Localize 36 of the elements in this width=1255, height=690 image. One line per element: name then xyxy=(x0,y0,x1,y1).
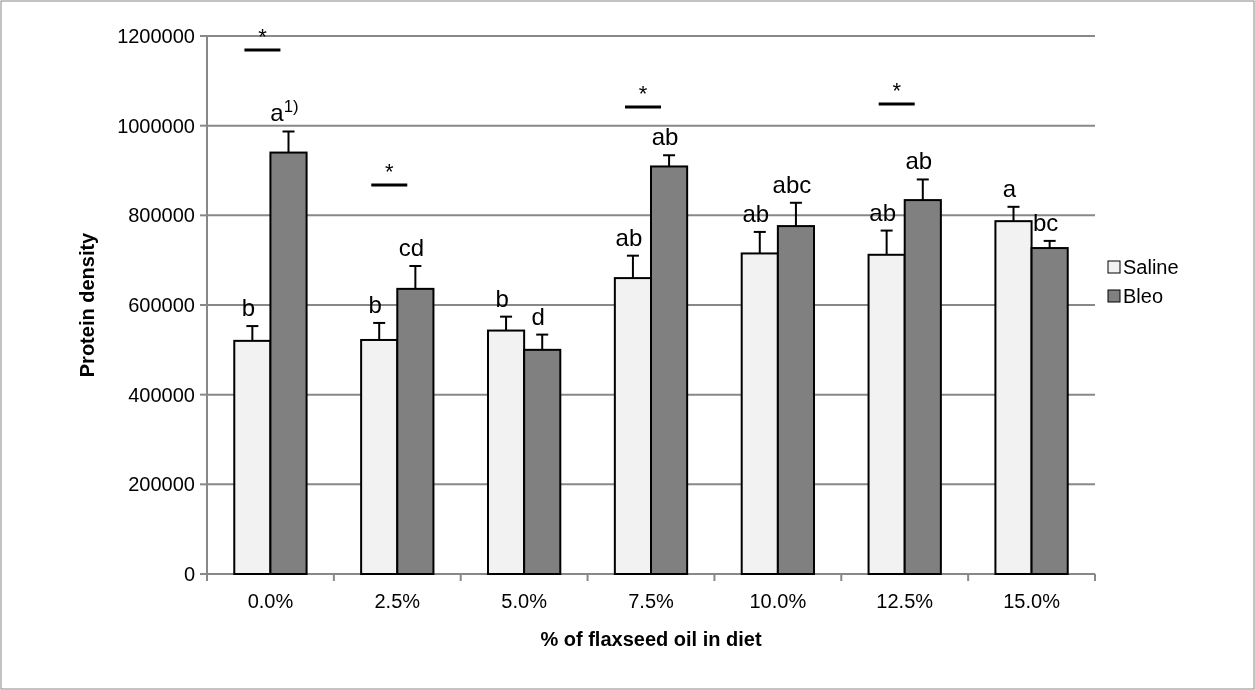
x-tick-label: 2.5% xyxy=(374,590,421,612)
y-tick-label: 400000 xyxy=(128,383,195,406)
annotation: cd xyxy=(398,233,425,261)
y-tick-label: 600000 xyxy=(128,294,195,316)
annotation: a$^{1)}$ xyxy=(270,97,299,127)
annotation: b xyxy=(241,294,256,322)
annotation: ab xyxy=(615,223,643,251)
annotation: * xyxy=(258,24,268,49)
x-tick-label: 5.0% xyxy=(501,590,548,612)
annotation: b xyxy=(495,284,509,312)
annotation: ab xyxy=(869,198,896,226)
annotation: bc xyxy=(1032,208,1059,236)
y-tick-label: 0 xyxy=(183,563,195,585)
annotation: a xyxy=(1002,174,1017,202)
annotation: d xyxy=(531,302,545,330)
annotation: b xyxy=(368,290,382,318)
y-axis-title: Protein density xyxy=(76,231,98,378)
y-tick-label: 200000 xyxy=(128,473,195,496)
annotation: * xyxy=(385,159,394,184)
annotation: ab xyxy=(905,147,933,175)
legend-label: Bleo xyxy=(1123,285,1164,307)
legend-label: Saline xyxy=(1123,256,1179,278)
x-axis-title: % of flaxseed oil in diet xyxy=(540,628,762,650)
y-tick-label: 800000 xyxy=(128,204,195,227)
y-tick-label: 1200000 xyxy=(117,25,195,47)
x-tick-label: 10.0% xyxy=(749,590,807,612)
y-tick-label: 1000000 xyxy=(117,114,195,137)
x-tick-label: 0.0% xyxy=(247,590,294,612)
annotation: ab xyxy=(651,123,679,151)
x-tick-label: 12.5% xyxy=(876,590,934,612)
annotation: abc xyxy=(772,170,812,198)
x-tick-label: 7.5% xyxy=(628,590,675,612)
annotation: * xyxy=(638,81,648,106)
annotation: ab xyxy=(742,199,770,227)
x-tick-label: 15.0% xyxy=(1003,590,1061,612)
annotation: * xyxy=(892,78,902,103)
